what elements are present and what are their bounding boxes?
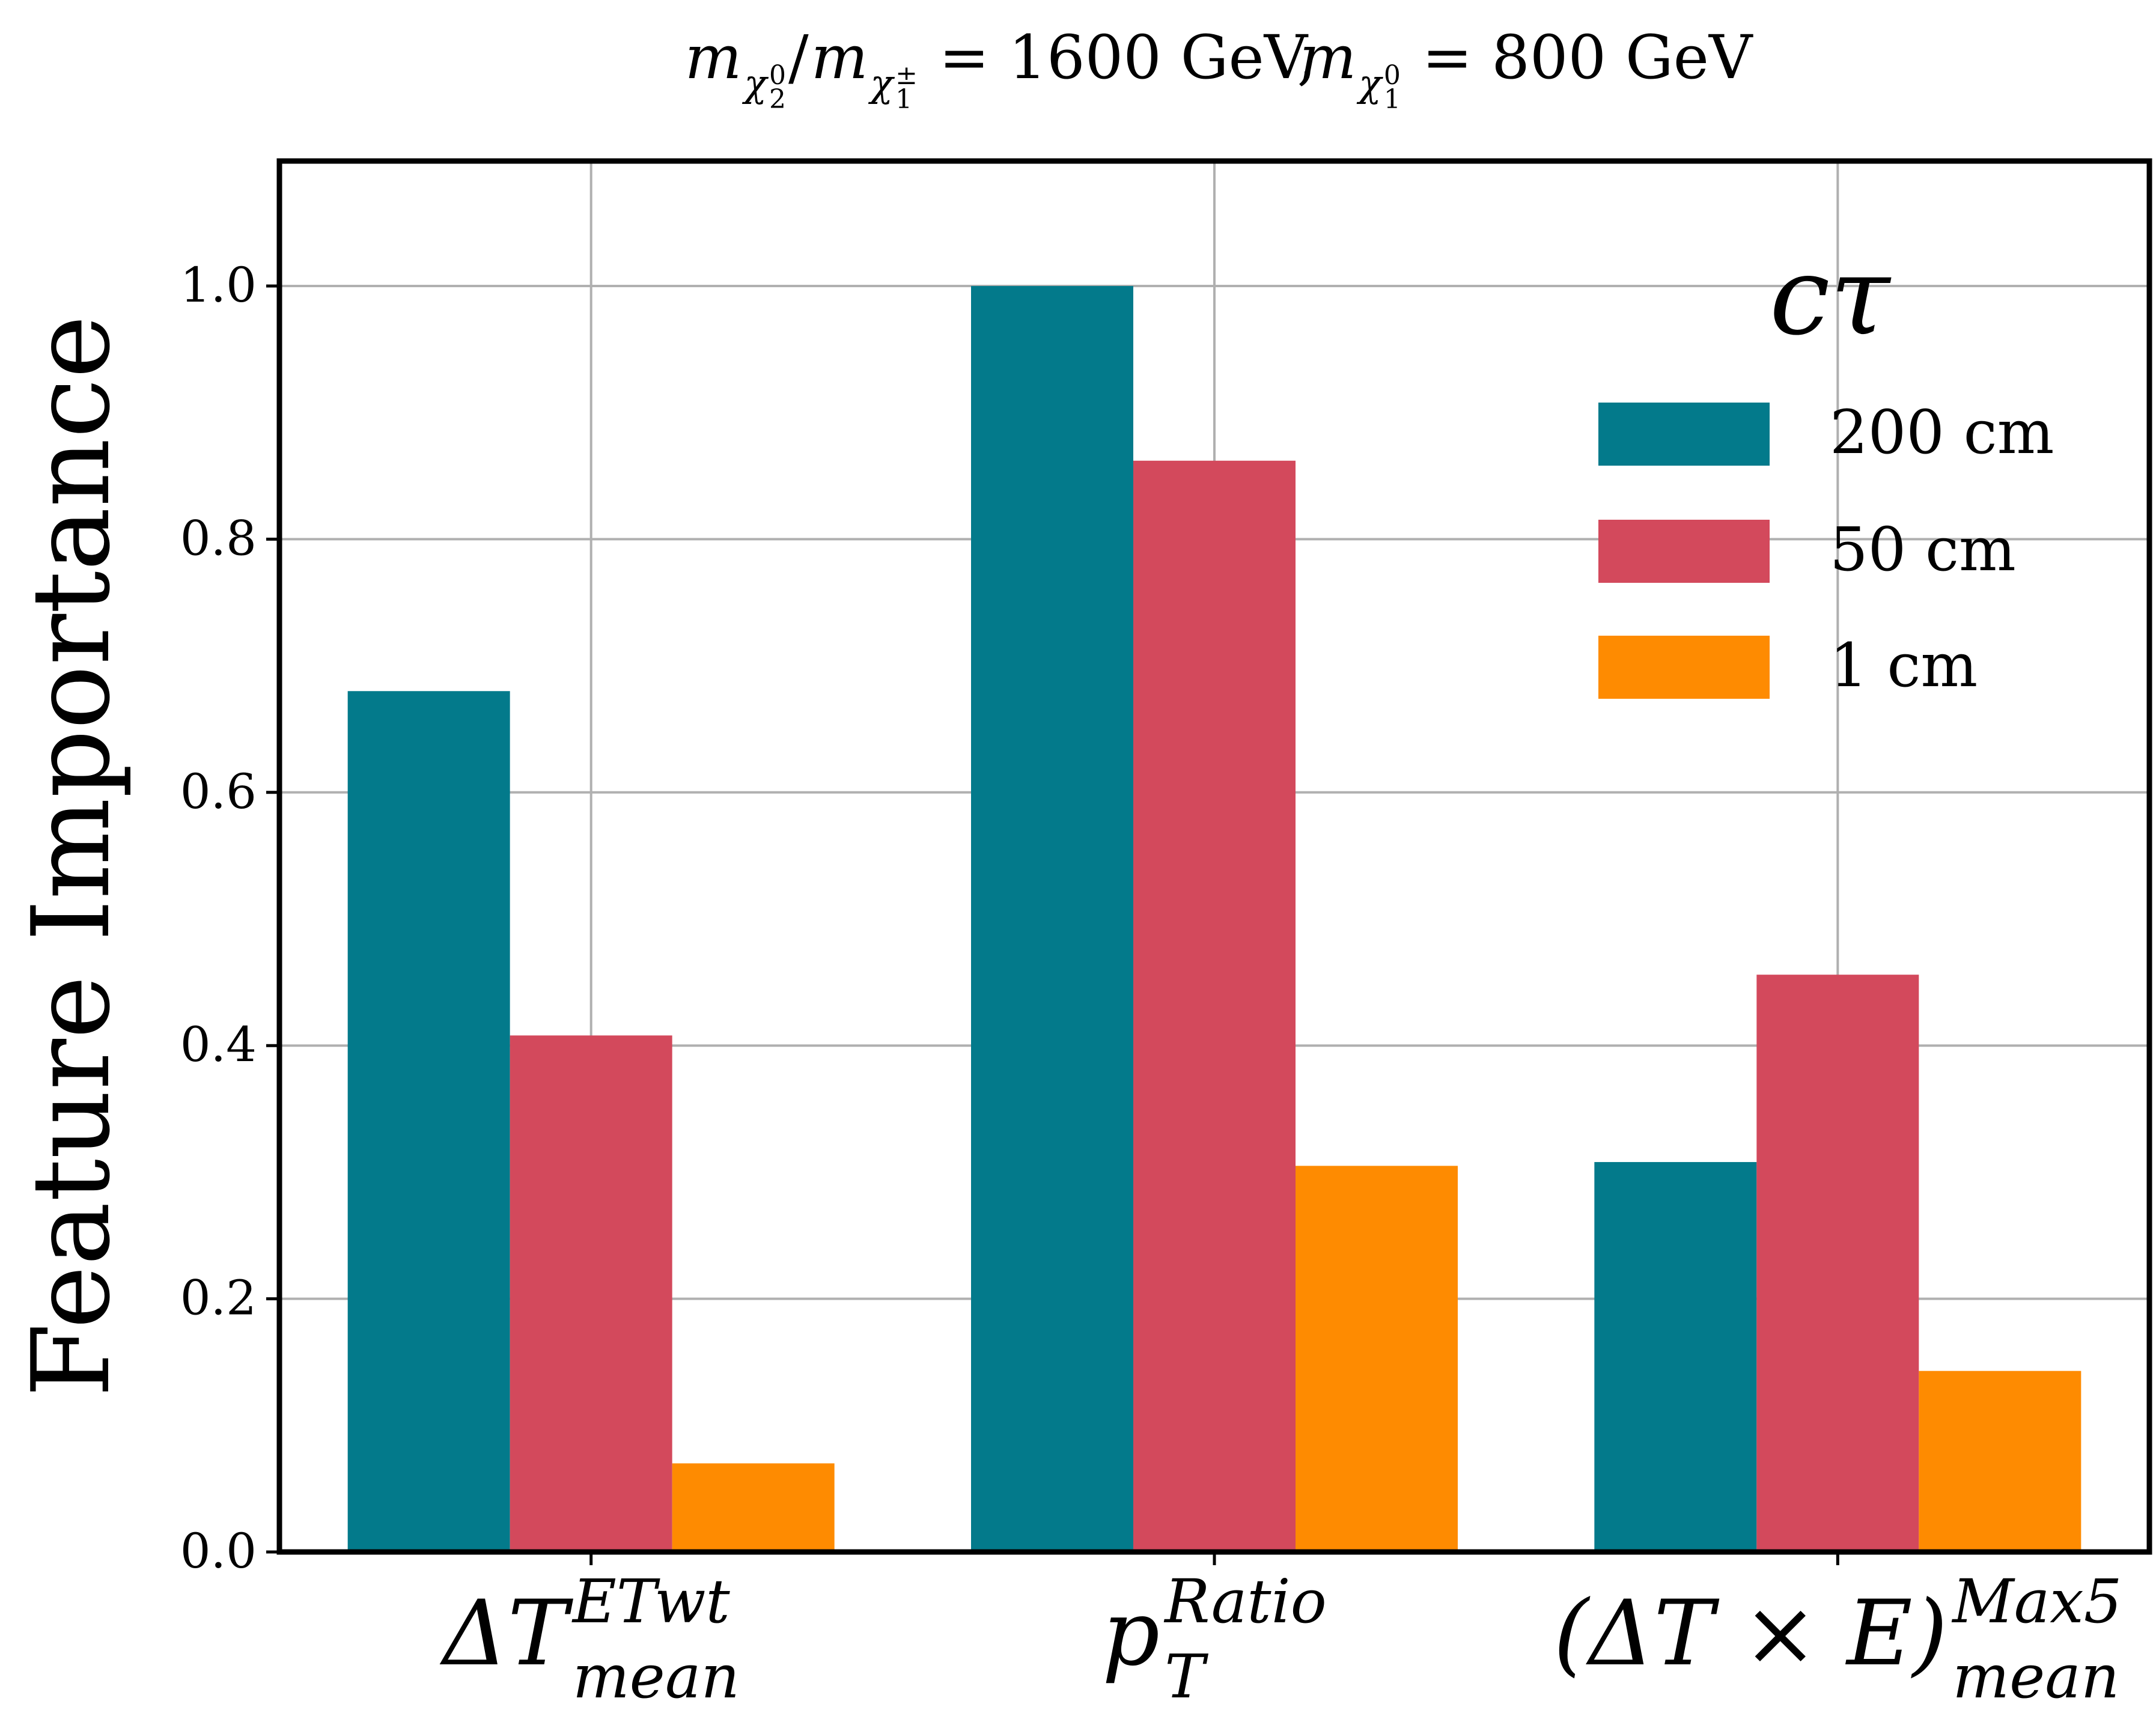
legend-item-1-cm: 1 cm	[1598, 630, 1978, 701]
y-axis-label: Feature Importance	[9, 315, 133, 1397]
legend-swatch	[1598, 403, 1770, 466]
title-sub-sup: 0	[769, 60, 786, 91]
legend-label: 50 cm	[1830, 514, 2016, 585]
title-piece: = 1600 GeV,	[920, 22, 1335, 93]
x-label-sub: mean	[1952, 1641, 2119, 1712]
title-piece: m	[811, 22, 868, 93]
x-label-sub: T	[1165, 1641, 1208, 1712]
y-tick-label: 0.4	[180, 1017, 257, 1072]
title-piece: /	[788, 22, 809, 93]
legend-swatch	[1598, 520, 1770, 583]
ticks-layer: 0.0 0.2 0.4 0.6 0.8 1.0	[180, 257, 1839, 1579]
x-label-sup: ETwt	[571, 1566, 731, 1637]
title-sub: χ	[1356, 61, 1383, 105]
x-label-base: p	[1102, 1581, 1160, 1686]
title-piece: m	[685, 22, 742, 93]
y-tick-label: 0.0	[180, 1523, 257, 1579]
bar-200-cm-cat-1	[971, 286, 1133, 1552]
y-tick-label: 0.8	[180, 510, 257, 566]
title-sub-index: 2	[769, 84, 786, 115]
bar-1-cm-cat-1	[1296, 1166, 1458, 1552]
bars-layer	[347, 286, 2081, 1552]
bar-1-cm-cat-2	[1919, 1371, 2081, 1552]
bar-50-cm-cat-1	[1133, 460, 1296, 1552]
legend-item-200-cm: 200 cm	[1598, 397, 2054, 467]
title-piece: m	[1299, 22, 1356, 93]
bar-200-cm-cat-0	[347, 691, 510, 1552]
bar-1-cm-cat-0	[672, 1463, 835, 1552]
title-sub-index: 1	[1384, 84, 1401, 115]
x-label-sup: Max5	[1951, 1566, 2122, 1637]
bar-200-cm-cat-2	[1594, 1162, 1757, 1552]
title-sub-index: 1	[895, 84, 912, 115]
y-tick-label: 0.6	[180, 764, 257, 820]
x-label-sub: mean	[573, 1641, 740, 1712]
x-label-base: ΔT	[439, 1581, 573, 1686]
legend-title: cτ	[1770, 234, 1892, 359]
chart-title: m χ 02/m χ ±1 = 1600 GeV, m χ 01 = 800 GeV	[685, 22, 1753, 115]
legend: cτ 200 cm 50 cm 1 cm	[1598, 234, 2054, 701]
legend-label: 1 cm	[1830, 630, 1978, 701]
legend-label: 200 cm	[1830, 397, 2054, 467]
title-sub-sup: ±	[895, 60, 918, 91]
bar-50-cm-cat-0	[510, 1035, 672, 1552]
legend-swatch	[1598, 636, 1770, 699]
title-text: m χ 02/m χ ±1 = 1600 GeV, m χ 01 = 800 GeV	[685, 22, 1753, 115]
y-tick-label: 1.0	[180, 257, 257, 313]
title-sub: χ	[742, 61, 769, 105]
x-label-base: (ΔT × E)	[1553, 1581, 1947, 1686]
bar-50-cm-cat-2	[1756, 975, 1919, 1552]
legend-item-50-cm: 50 cm	[1598, 514, 2016, 585]
title-sub: χ	[868, 61, 895, 105]
title-sub-sup: 0	[1384, 60, 1401, 91]
y-tick-label: 0.2	[180, 1270, 257, 1326]
title-piece: = 800 GeV	[1403, 22, 1753, 93]
x-label-sup: Ratio	[1163, 1566, 1327, 1637]
